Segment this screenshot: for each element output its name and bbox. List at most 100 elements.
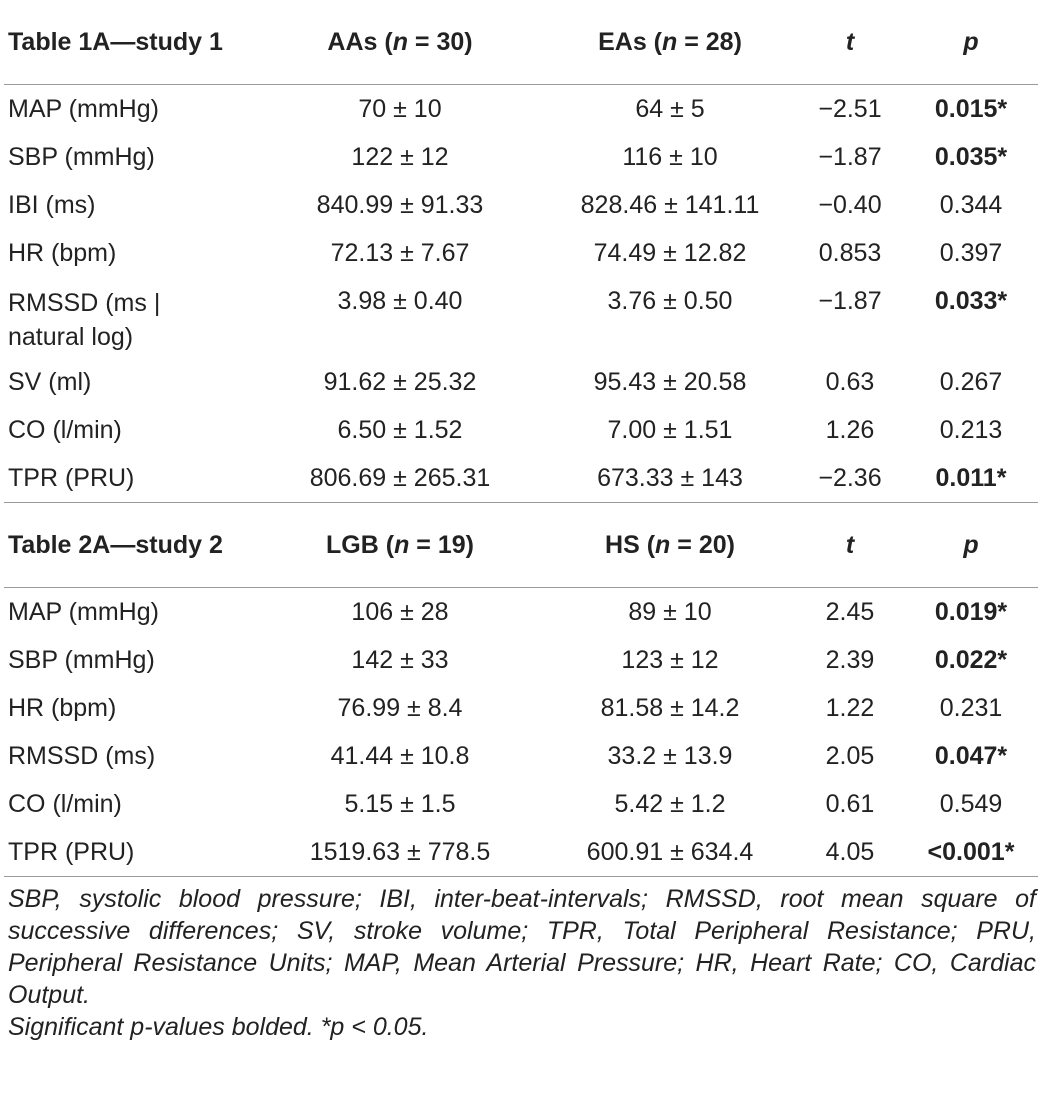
group1-value: 76.99 ± 8.4: [337, 694, 463, 722]
group2-value: 89 ± 10: [628, 598, 712, 626]
row-label: CO (l/min): [8, 416, 122, 444]
t-value: 0.63: [825, 368, 875, 396]
table2-t-header: t: [806, 502, 894, 588]
group2-value: 600.91 ± 634.4: [534, 828, 806, 877]
table1-header-row: Table 1A—study 1 AAs (n = 30) EAs (n = 2…: [4, 0, 1038, 85]
group1-value: 72.13 ± 7.67: [330, 239, 470, 267]
table-row: RMSSD (ms) 41.44 ± 10.8 33.2 ± 13.9 2.05…: [4, 732, 1038, 780]
table1-title: Table 1A—study 1: [4, 0, 266, 85]
p-value: 0.015*: [934, 95, 1008, 123]
p-value: 0.344: [939, 191, 1003, 219]
p-value: 0.033*: [934, 287, 1008, 315]
row-label: HR (bpm): [8, 239, 117, 267]
table-row: CO (l/min) 6.50 ± 1.52 7.00 ± 1.51 1.26 …: [4, 406, 1038, 454]
table1-p-header: p: [894, 0, 1038, 85]
t-value: 1.22: [825, 694, 875, 722]
row-label: SV (ml): [8, 368, 92, 396]
row-label: IBI (ms): [8, 191, 96, 219]
p-value: 0.011*: [894, 454, 1038, 503]
group1-value: 840.99 ± 91.33: [316, 191, 484, 219]
group1-value: 1519.63 ± 778.5: [266, 828, 534, 877]
group2-value: 828.46 ± 141.11: [580, 191, 760, 219]
group1-value: 41.44 ± 10.8: [330, 742, 470, 770]
table-row: CO (l/min) 5.15 ± 1.5 5.42 ± 1.2 0.61 0.…: [4, 780, 1038, 828]
table-row: SBP (mmHg) 142 ± 33 123 ± 12 2.39 0.022*: [4, 636, 1038, 684]
p-value: 0.231: [939, 694, 1003, 722]
significance-note: Significant p-values bolded. *p < 0.05.: [8, 1013, 429, 1041]
table1-group2-header: EAs (n = 28): [534, 0, 806, 85]
table2-group1-header: LGB (n = 19): [266, 502, 534, 588]
group2-value: 5.42 ± 1.2: [614, 790, 726, 818]
t-value: 2.39: [825, 646, 875, 674]
table1-group1-header: AAs (n = 30): [266, 0, 534, 85]
table2-group2-header: HS (n = 20): [534, 502, 806, 588]
table-row: MAP (mmHg) 70 ± 10 64 ± 5 −2.51 0.015*: [4, 85, 1038, 134]
table1-t-header: t: [806, 0, 894, 85]
row-label: TPR (PRU): [4, 828, 266, 877]
table-row: SV (ml) 91.62 ± 25.32 95.43 ± 20.58 0.63…: [4, 358, 1038, 406]
row-label: HR (bpm): [8, 694, 117, 722]
group1-value: 91.62 ± 25.32: [323, 368, 477, 396]
row-label: MAP (mmHg): [8, 95, 159, 123]
group2-value: 95.43 ± 20.58: [593, 368, 747, 396]
t-value: −0.40: [818, 191, 882, 219]
p-value: 0.213: [939, 416, 1003, 444]
group1-value: 806.69 ± 265.31: [266, 454, 534, 503]
group1-value: 5.15 ± 1.5: [344, 790, 456, 818]
row-label: RMSSD (ms | natural log): [8, 289, 161, 351]
t-value: −1.87: [818, 143, 882, 171]
p-value: <0.001*: [894, 828, 1038, 877]
group2-value: 123 ± 12: [621, 646, 719, 674]
p-value: 0.047*: [934, 742, 1008, 770]
group1-value: 6.50 ± 1.52: [337, 416, 463, 444]
group1-value: 142 ± 33: [351, 646, 449, 674]
table-row: HR (bpm) 76.99 ± 8.4 81.58 ± 14.2 1.22 0…: [4, 684, 1038, 732]
group1-value: 3.98 ± 0.40: [337, 287, 463, 315]
p-value: 0.022*: [934, 646, 1008, 674]
t-value: −2.51: [818, 95, 882, 123]
group2-value: 33.2 ± 13.9: [607, 742, 733, 770]
table-footnotes: SBP, systolic blood pressure; IBI, inter…: [8, 883, 1036, 1043]
group2-value: 64 ± 5: [635, 95, 705, 123]
group2-value: 7.00 ± 1.51: [607, 416, 733, 444]
t-value: 2.05: [825, 742, 875, 770]
group2-value: 673.33 ± 143: [534, 454, 806, 503]
p-value: 0.549: [939, 790, 1003, 818]
results-table: Table 1A—study 1 AAs (n = 30) EAs (n = 2…: [4, 0, 1038, 877]
p-value: 0.019*: [934, 598, 1008, 626]
t-value: 0.61: [825, 790, 875, 818]
table-row: HR (bpm) 72.13 ± 7.67 74.49 ± 12.82 0.85…: [4, 229, 1038, 277]
row-label: SBP (mmHg): [8, 143, 155, 171]
t-value: −2.36: [806, 454, 894, 503]
row-label: MAP (mmHg): [8, 598, 159, 626]
row-label: RMSSD (ms): [8, 742, 156, 770]
p-value: 0.035*: [934, 143, 1008, 171]
group2-value: 3.76 ± 0.50: [607, 287, 733, 315]
group2-value: 81.58 ± 14.2: [600, 694, 740, 722]
t-value: 4.05: [806, 828, 894, 877]
table-row: RMSSD (ms | natural log) 3.98 ± 0.40 3.76…: [4, 277, 1038, 358]
group1-value: 122 ± 12: [351, 143, 449, 171]
t-value: 1.26: [825, 416, 875, 444]
table2-p-header: p: [894, 502, 1038, 588]
group2-value: 74.49 ± 12.82: [593, 239, 747, 267]
p-value: 0.267: [939, 368, 1003, 396]
t-value: 2.45: [825, 598, 875, 626]
table-row: SBP (mmHg) 122 ± 12 116 ± 10 −1.87 0.035…: [4, 133, 1038, 181]
table2-title: Table 2A—study 2: [4, 502, 266, 588]
row-label: CO (l/min): [8, 790, 122, 818]
table-row: IBI (ms) 840.99 ± 91.33 828.46 ± 141.11 …: [4, 181, 1038, 229]
group1-value: 106 ± 28: [351, 598, 449, 626]
t-value: −1.87: [818, 287, 882, 315]
row-label: SBP (mmHg): [8, 646, 155, 674]
p-value: 0.397: [939, 239, 1003, 267]
table2-header-row: Table 2A—study 2 LGB (n = 19) HS (n = 20…: [4, 502, 1038, 588]
table-row: MAP (mmHg) 106 ± 28 89 ± 10 2.45 0.019*: [4, 588, 1038, 637]
row-label: TPR (PRU): [4, 454, 266, 503]
table-row: TPR (PRU) 806.69 ± 265.31 673.33 ± 143 −…: [4, 454, 1038, 503]
abbreviations-note: SBP, systolic blood pressure; IBI, inter…: [8, 885, 1036, 1009]
group1-value: 70 ± 10: [358, 95, 442, 123]
group2-value: 116 ± 10: [622, 143, 718, 171]
t-value: 0.853: [818, 239, 882, 267]
